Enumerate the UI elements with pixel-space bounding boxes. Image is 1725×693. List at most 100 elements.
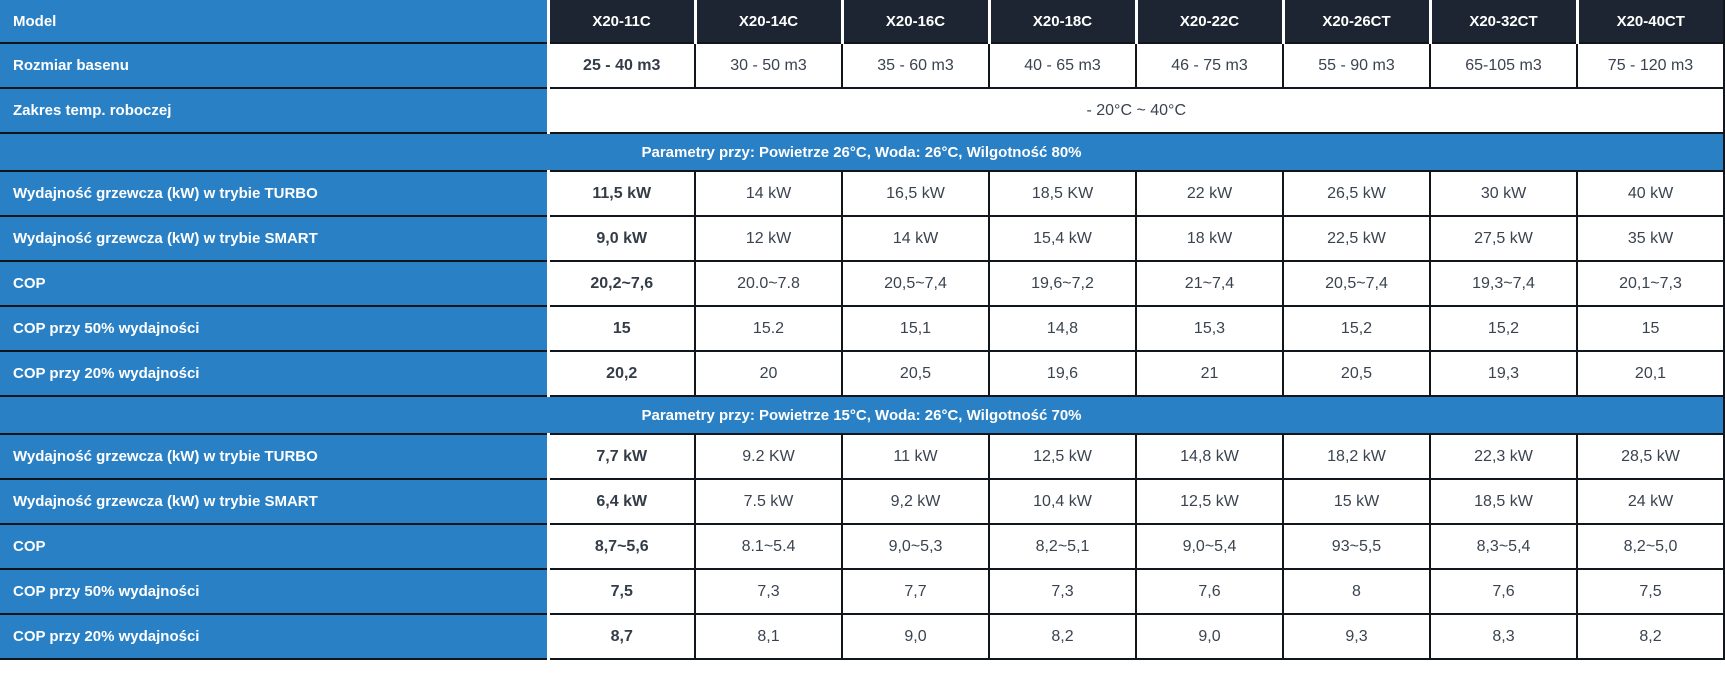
model-column-header: X20-18C: [987, 0, 1136, 44]
spec-cell: 15,2: [1429, 306, 1577, 352]
table-row: COP przy 50% wydajności 7,5 7,3 7,7 7,3 …: [0, 569, 1724, 615]
model-column-header: X20-40CT: [1575, 0, 1724, 44]
spec-cell: 20: [694, 351, 842, 397]
spec-cell: 7,6: [1429, 569, 1577, 615]
spec-cell: 7.5 kW: [694, 479, 842, 525]
spec-cell: 19,3: [1429, 351, 1577, 397]
spec-cell: 20,2~7,6: [548, 261, 695, 307]
spec-cell: 15: [1576, 306, 1724, 352]
spec-cell: 46 - 75 m3: [1135, 43, 1283, 89]
heat-pump-spec-table: Model X20-11C X20-14C X20-16C X20-18C X2…: [0, 0, 1725, 660]
spec-cell: 8.1~5.4: [694, 524, 842, 570]
spec-cell: 18 kW: [1135, 216, 1283, 262]
spec-cell: 27,5 kW: [1429, 216, 1577, 262]
spec-cell: 8,3~5,4: [1429, 524, 1577, 570]
spec-cell: 9,0~5,4: [1135, 524, 1283, 570]
spec-cell: 14,8 kW: [1135, 434, 1283, 480]
row-label: COP przy 20% wydajności: [0, 614, 550, 660]
spec-cell: 12,5 kW: [1135, 479, 1283, 525]
row-label: Zakres temp. roboczej: [0, 88, 550, 134]
spec-cell: 75 - 120 m3: [1576, 43, 1724, 89]
spec-cell: 15,1: [841, 306, 989, 352]
spec-cell: 8,2~5,1: [988, 524, 1136, 570]
spec-cell: 28,5 kW: [1576, 434, 1724, 480]
spec-cell: 9,0~5,3: [841, 524, 989, 570]
spec-cell: 55 - 90 m3: [1282, 43, 1430, 89]
spec-cell: 8,2: [988, 614, 1136, 660]
spec-cell: 24 kW: [1576, 479, 1724, 525]
spec-cell: 35 kW: [1576, 216, 1724, 262]
model-column-header: X20-14C: [693, 0, 842, 44]
spec-cell: 20,5~7,4: [1282, 261, 1430, 307]
row-label: COP przy 20% wydajności: [0, 351, 550, 397]
spec-cell: 12,5 kW: [988, 434, 1136, 480]
spec-cell: 25 - 40 m3: [548, 43, 695, 89]
table-row: Wydajność grzewcza (kW) w trybie SMART 9…: [0, 216, 1724, 262]
spec-cell: 8,1: [694, 614, 842, 660]
spec-cell: 14 kW: [694, 171, 842, 217]
spec-cell: 22,3 kW: [1429, 434, 1577, 480]
table-row: COP przy 20% wydajności 20,2 20 20,5 19,…: [0, 351, 1724, 397]
spec-cell: 20,5: [1282, 351, 1430, 397]
row-label: COP: [0, 524, 550, 570]
spec-cell: 8: [1282, 569, 1430, 615]
spec-cell: 15 kW: [1282, 479, 1430, 525]
spec-cell: 18,5 KW: [988, 171, 1136, 217]
spec-cell: 18,2 kW: [1282, 434, 1430, 480]
spec-cell: 20,2: [548, 351, 695, 397]
spec-cell: 16,5 kW: [841, 171, 989, 217]
spec-cell: 30 - 50 m3: [694, 43, 842, 89]
table-row: COP 8,7~5,6 8.1~5.4 9,0~5,3 8,2~5,1 9,0~…: [0, 524, 1724, 570]
spec-cell: 15.2: [694, 306, 842, 352]
row-label: COP przy 50% wydajności: [0, 569, 550, 615]
spec-cell: 22 kW: [1135, 171, 1283, 217]
spec-cell: 30 kW: [1429, 171, 1577, 217]
model-column-header: X20-26CT: [1281, 0, 1430, 44]
spec-cell: 21: [1135, 351, 1283, 397]
model-column-header: X20-16C: [840, 0, 989, 44]
row-label: Wydajność grzewcza (kW) w trybie TURBO: [0, 434, 550, 480]
temp-range-row: Zakres temp. roboczej - 20°C ~ 40°C: [0, 88, 1724, 134]
spec-cell: 9,0 kW: [548, 216, 695, 262]
spec-cell: 65-105 m3: [1429, 43, 1577, 89]
spec-cell: 14 kW: [841, 216, 989, 262]
row-label: COP: [0, 261, 550, 307]
spec-cell: 6,4 kW: [548, 479, 695, 525]
spec-cell: 35 - 60 m3: [841, 43, 989, 89]
spec-cell: 8,7~5,6: [548, 524, 695, 570]
spec-cell: 15,2: [1282, 306, 1430, 352]
table-row: Wydajność grzewcza (kW) w trybie TURBO 1…: [0, 171, 1724, 217]
spec-cell: 9.2 KW: [694, 434, 842, 480]
row-label: COP przy 50% wydajności: [0, 306, 550, 352]
spec-cell: 15,3: [1135, 306, 1283, 352]
spec-cell: 7,7 kW: [548, 434, 695, 480]
spec-cell: 21~7,4: [1135, 261, 1283, 307]
spec-cell: 7,3: [988, 569, 1136, 615]
spec-cell: 20.0~7.8: [694, 261, 842, 307]
spec-cell: 14,8: [988, 306, 1136, 352]
spec-cell: 18,5 kW: [1429, 479, 1577, 525]
table-row: COP przy 20% wydajności 8,7 8,1 9,0 8,2 …: [0, 614, 1724, 660]
model-column-header: X20-32CT: [1428, 0, 1577, 44]
section-header-row: Parametry przy: Powietrze 15°C, Woda: 26…: [0, 396, 1724, 435]
row-label: Rozmiar basenu: [0, 43, 550, 89]
spec-cell: 10,4 kW: [988, 479, 1136, 525]
model-header-row: Model X20-11C X20-14C X20-16C X20-18C X2…: [0, 0, 1724, 44]
section-title: Parametry przy: Powietrze 26°C, Woda: 26…: [0, 133, 1724, 172]
spec-cell: 8,2~5,0: [1576, 524, 1724, 570]
spec-cell: 40 kW: [1576, 171, 1724, 217]
spec-cell: 7,7: [841, 569, 989, 615]
spec-cell: 7,5: [548, 569, 695, 615]
spec-cell: 7,3: [694, 569, 842, 615]
spec-cell: 20,1~7,3: [1576, 261, 1724, 307]
spec-cell: 19,3~7,4: [1429, 261, 1577, 307]
spec-cell: 20,1: [1576, 351, 1724, 397]
section-header-row: Parametry przy: Powietrze 26°C, Woda: 26…: [0, 133, 1724, 172]
spec-cell: 7,6: [1135, 569, 1283, 615]
spec-cell: 40 - 65 m3: [988, 43, 1136, 89]
spec-cell: 15: [548, 306, 695, 352]
table-row: COP 20,2~7,6 20.0~7.8 20,5~7,4 19,6~7,2 …: [0, 261, 1724, 307]
spec-cell: 11 kW: [841, 434, 989, 480]
section-title: Parametry przy: Powietrze 15°C, Woda: 26…: [0, 396, 1724, 435]
spec-cell: 8,7: [548, 614, 695, 660]
